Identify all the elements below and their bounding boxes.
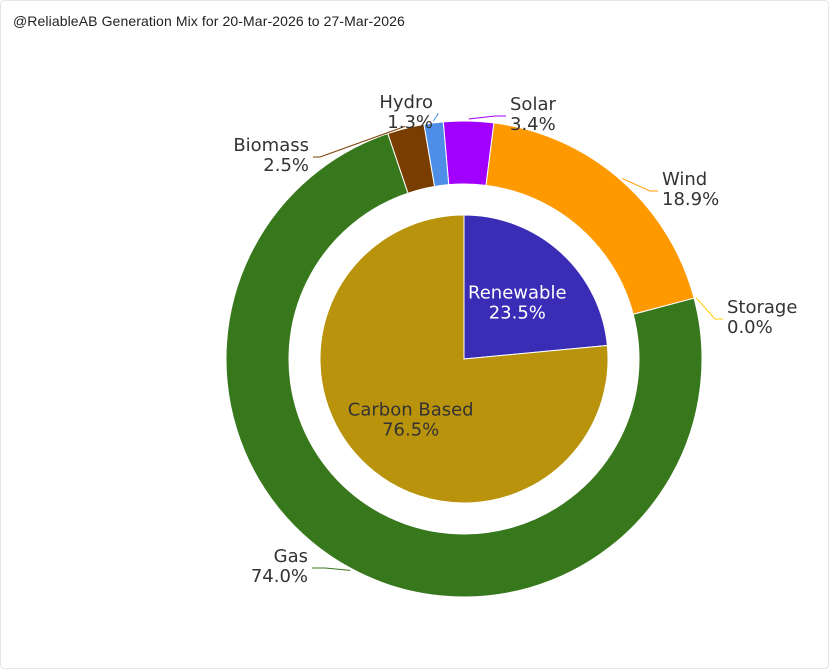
slice-gas[interactable]: [225, 132, 703, 598]
leader-line-wind: [621, 178, 658, 192]
label-carbon-based: Carbon Based: [348, 400, 474, 421]
slice-hydro[interactable]: [423, 121, 450, 188]
label-hydro: Hydro: [379, 92, 433, 113]
value-biomass: 2.5%: [263, 155, 309, 176]
label-wind: Wind: [662, 169, 707, 190]
leader-line-solar: [468, 115, 506, 120]
value-solar: 3.4%: [510, 114, 556, 135]
label-storage: Storage: [727, 297, 797, 318]
leader-line-biomass: [313, 125, 406, 158]
leader-line-storage: [695, 297, 723, 320]
inner-pie: [319, 214, 609, 504]
chart-title: @ReliableAB Generation Mix for 20-Mar-20…: [13, 13, 405, 29]
label-gas: Gas: [274, 546, 308, 567]
value-carbon-based: 76.5%: [382, 420, 439, 441]
outer-ring: [225, 120, 703, 598]
label-biomass: Biomass: [233, 135, 309, 156]
slice-renewable[interactable]: [463, 214, 608, 360]
value-renewable: 23.5%: [489, 302, 546, 323]
value-wind: 18.9%: [662, 189, 719, 210]
value-hydro: 1.3%: [387, 112, 433, 133]
leader-line-gas: [312, 567, 351, 571]
leader-line-hydro: [432, 113, 439, 122]
label-renewable: Renewable: [468, 282, 567, 303]
value-gas: 74.0%: [251, 566, 308, 587]
label-solar: Solar: [510, 94, 556, 115]
slice-solar[interactable]: [442, 120, 495, 186]
slice-carbon-based[interactable]: [319, 214, 609, 504]
value-storage: 0.0%: [727, 317, 773, 338]
